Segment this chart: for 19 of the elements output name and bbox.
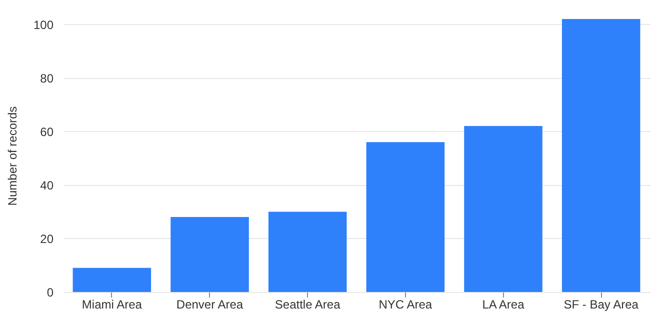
- bar: [268, 212, 347, 292]
- x-tick-label: LA Area: [482, 298, 525, 312]
- x-tick-label: Miami Area: [82, 298, 142, 312]
- y-tick-label: 100: [33, 18, 54, 32]
- x-tick-label: Seattle Area: [274, 298, 341, 312]
- bar: [366, 142, 445, 292]
- y-axis-title: Number of records: [5, 106, 20, 206]
- bar: [170, 217, 249, 292]
- y-tick-label: 80: [40, 71, 54, 86]
- x-tick-label: NYC Area: [378, 298, 432, 312]
- y-tick-label: 0: [46, 286, 54, 300]
- x-tick-label: Denver Area: [176, 298, 244, 312]
- x-tick-label: SF - Bay Area: [564, 298, 639, 312]
- bar: [72, 268, 152, 292]
- y-tick-label: 60: [40, 124, 54, 139]
- bar: [562, 19, 640, 292]
- y-tick-label: 20: [40, 232, 54, 246]
- y-tick-label: 40: [40, 178, 54, 192]
- bar: [464, 126, 542, 292]
